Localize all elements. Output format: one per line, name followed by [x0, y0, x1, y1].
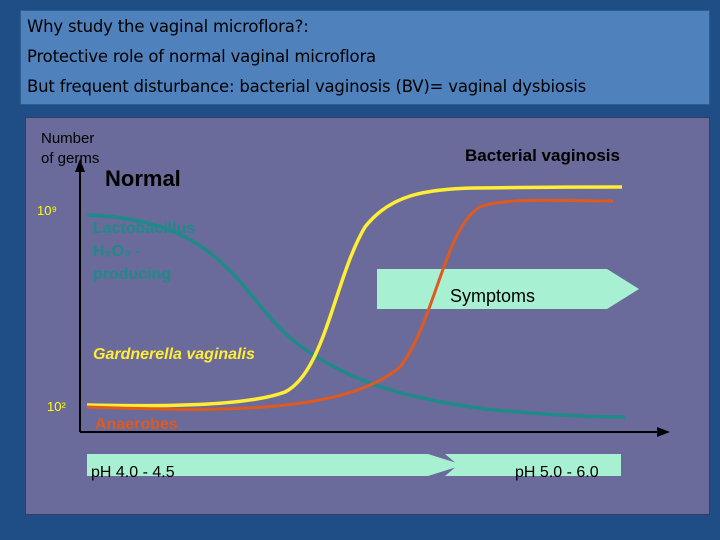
tick-label-high: 10⁹ — [37, 203, 57, 218]
lactobacillus-label-line-3: producing — [93, 266, 171, 283]
tick-label-low: 10² — [47, 399, 66, 414]
title-line-1: Why study the vaginal microflora?: — [27, 17, 309, 36]
figure-panel — [25, 117, 710, 515]
symptoms-label: Symptoms — [450, 286, 535, 306]
y-axis-arrow — [75, 159, 85, 172]
ph-band-left — [87, 454, 463, 476]
bv-label: Bacterial vaginosis — [465, 146, 620, 165]
ph-right-label: pH 5.0 - 6.0 — [515, 464, 599, 481]
gardnerella-curve — [86, 185, 623, 408]
title-line-2: Protective role of normal vaginal microf… — [27, 47, 376, 66]
title-box: Why study the vaginal microflora?: Prote… — [20, 10, 710, 105]
lactobacillus-label-line-2: H₂O₂ - — [93, 243, 141, 260]
y-axis-label-line-2: of germs — [41, 150, 99, 167]
lactobacillus-curve — [86, 213, 626, 419]
symptoms-band — [377, 269, 639, 309]
anaerobes-curve — [86, 198, 614, 411]
ph-left-label: pH 4.0 - 4.5 — [91, 464, 175, 481]
x-axis-arrow — [657, 427, 670, 437]
lactobacillus-label-line-1: Lactobacillus — [93, 220, 195, 237]
title-line-3: But frequent disturbance: bacterial vagi… — [27, 77, 586, 96]
y-axis-label-line-1: Number — [41, 130, 94, 147]
ph-band-right — [445, 454, 621, 476]
microflora-diagram: Number of germs 10⁹ 10² Normal Bacterial… — [37, 130, 670, 481]
anaerobes-label: Anaerobes — [95, 416, 178, 433]
gardnerella-label: Gardnerella vaginalis — [93, 346, 255, 363]
normal-label: Normal — [105, 166, 181, 191]
